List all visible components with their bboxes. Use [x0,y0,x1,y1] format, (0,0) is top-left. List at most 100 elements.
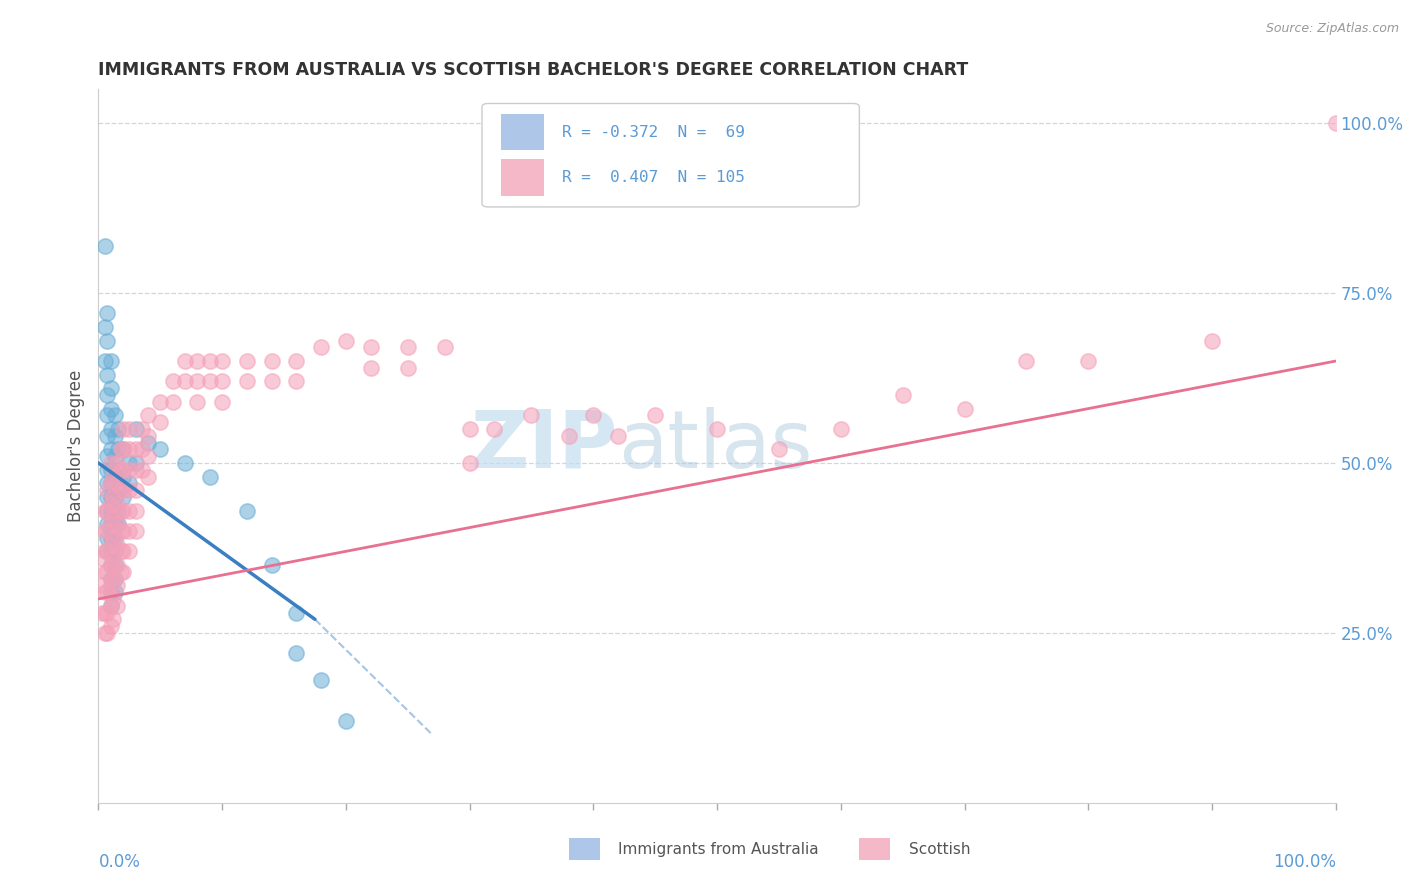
Point [186,354,208,368]
Point [110,463,132,477]
Point [107,442,129,457]
Point [93,544,115,558]
Point [103,572,125,586]
Point [236,503,259,517]
Point [96,463,118,477]
Point [103,612,125,626]
Point [174,375,197,389]
Point [118,442,141,457]
Point [96,503,118,517]
Bar [501,114,544,151]
Point [103,469,125,483]
Point [149,394,172,409]
FancyBboxPatch shape [482,103,859,207]
Point [186,375,208,389]
Point [100,572,122,586]
Point [100,578,122,592]
Point [100,517,122,532]
Point [285,354,308,368]
Point [103,572,125,586]
Point [100,463,122,477]
Point [285,606,308,620]
Point [100,599,122,613]
Point [103,558,125,572]
Point [93,238,115,252]
Point [309,673,332,688]
Point [107,463,129,477]
Point [124,524,146,538]
Point [96,585,118,599]
Point [100,476,122,491]
Point [396,360,419,375]
Point [149,442,172,457]
Point [360,360,382,375]
Point [100,537,122,551]
Point [112,490,135,504]
Bar [501,159,544,195]
Point [112,544,135,558]
Point [107,422,129,436]
Point [103,517,125,532]
Point [96,490,118,504]
Point [91,606,114,620]
Point [100,531,122,545]
Text: IMMIGRANTS FROM AUSTRALIA VS SCOTTISH BACHELOR'S DEGREE CORRELATION CHART: IMMIGRANTS FROM AUSTRALIA VS SCOTTISH BA… [98,62,969,79]
Point [118,476,141,491]
Point [112,565,135,579]
Point [105,599,128,613]
Point [110,442,132,457]
Point [96,483,118,498]
Bar [568,838,599,860]
Point [107,517,129,532]
Point [100,558,122,572]
Point [105,476,128,491]
Point [112,483,135,498]
Point [198,354,221,368]
Point [107,483,129,498]
Bar [859,838,890,860]
Point [100,503,122,517]
Point [105,578,128,592]
Point [124,442,146,457]
Point [100,558,122,572]
Point [211,375,233,389]
Point [396,341,419,355]
Point [136,429,159,443]
Point [93,503,115,517]
Point [1015,354,1038,368]
Point [953,401,976,416]
Point [96,544,118,558]
Point [162,375,184,389]
Point [557,429,579,443]
Text: R =  0.407  N = 105: R = 0.407 N = 105 [562,169,745,185]
Point [107,503,129,517]
Point [93,565,115,579]
Point [607,429,630,443]
Point [174,354,197,368]
Point [186,394,208,409]
Point [103,503,125,517]
Point [100,476,122,491]
Point [103,469,125,483]
Point [103,490,125,504]
Point [105,456,128,470]
Point [100,442,122,457]
Point [1324,116,1347,130]
Point [103,409,125,423]
Point [112,503,135,517]
Point [100,517,122,532]
Point [136,435,159,450]
Point [100,599,122,613]
Point [100,619,122,633]
Point [1201,334,1223,348]
Point [112,524,135,538]
Point [174,456,197,470]
Point [360,341,382,355]
Point [112,463,135,477]
Point [830,422,852,436]
Point [96,409,118,423]
Point [110,503,132,517]
Point [118,524,141,538]
Point [93,585,115,599]
Point [105,497,128,511]
